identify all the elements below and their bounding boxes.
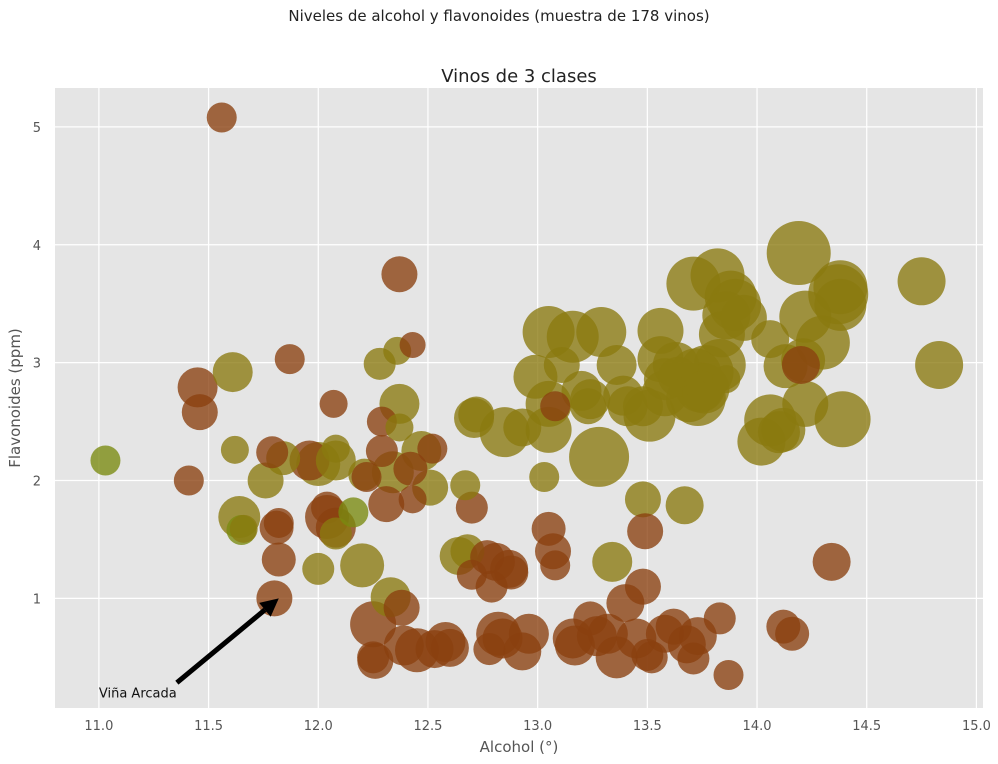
bubble-point [665,486,704,525]
bubble-point [781,345,820,384]
bubble-point [677,642,710,675]
bubble-point [385,413,414,442]
x-tick-label: 12.0 [304,719,333,734]
bubble-point [173,465,204,496]
x-tick-label: 12.5 [413,719,442,734]
bubble-point [321,434,350,463]
bubble-point [399,331,426,358]
bubble-point [206,102,237,133]
bubble-point [503,408,542,447]
annotation-arrow-head [259,598,279,617]
bubble-point [897,257,946,306]
bubble-point [417,433,448,464]
x-tick-label: 14.0 [743,719,772,734]
bubble-point [703,602,736,635]
bubble-point [751,320,790,359]
bubble-point [576,306,627,357]
bubble-point [814,391,871,448]
bubble-point [627,513,664,550]
bubble-point [220,435,249,464]
bubble-point [529,461,560,492]
bubble-point [573,601,608,636]
bubble-point [450,470,481,501]
bubble-point [655,608,692,645]
bubble-point [351,461,382,492]
bubble-point [256,436,289,469]
bubble-point [340,543,385,588]
bubble-point [624,481,661,518]
x-tick-label: 11.5 [194,719,223,734]
chart-title: Vinos de 3 clases [441,66,597,87]
x-tick-label: 13.5 [633,719,662,734]
bubble-point [90,445,121,476]
bubble-point [274,344,305,375]
bubble-point [757,411,800,454]
bubble-point [812,542,851,581]
x-tick-label: 14.5 [852,719,881,734]
y-tick-label: 4 [33,239,41,254]
y-axis-label: Flavonoides (ppm) [6,328,24,468]
bubble-point [622,386,663,427]
x-tick-label: 13.0 [523,719,552,734]
bubble-point [569,426,630,487]
bubble-point [624,568,661,605]
x-axis-label: Alcohol (°) [480,738,559,756]
x-tick-label: 15.0 [962,719,991,734]
bubble-point [458,396,495,433]
bubble-point [398,485,427,514]
bubble-point [635,641,668,674]
x-tick-label: 11.0 [84,719,113,734]
bubble-series [90,102,964,690]
bubble-point [637,307,684,354]
bubble-point [596,344,637,385]
bubble-point [181,394,218,431]
bubble-point [302,552,335,585]
figure-suptitle: Niveles de alcohol y flavonoides (muestr… [288,7,710,25]
y-tick-label: 3 [33,357,41,372]
bubble-point [570,388,607,425]
bubble-point [430,628,469,667]
bubble-point [915,340,964,389]
bubble-point [531,511,566,546]
bubble-point [814,278,867,331]
bubble-point [682,370,723,411]
bubble-point [311,491,344,524]
bubble-point [383,625,424,666]
bubble-point [261,542,296,577]
bubble-point [365,435,398,468]
bubble-point [543,346,580,383]
y-axis-ticks: 1 2 3 4 5 [33,121,41,607]
annotation-group: Viña Arcada [99,598,279,702]
bubble-point [713,659,744,690]
bubble-point [766,221,831,286]
bubble-point [473,633,506,666]
bubble-point [456,559,487,590]
bubble-point [319,517,352,550]
x-axis-ticks: 11.0 11.5 12.0 12.5 13.0 13.5 14.0 14.5 15.0 [84,719,990,734]
bubble-point [540,550,571,581]
bubble-point [212,352,253,393]
bubble-point [592,541,633,582]
y-tick-label: 2 [33,475,41,490]
bubble-point [368,486,405,523]
bubble-point [319,389,348,418]
bubble-point [357,641,390,674]
bubble-point [540,391,571,422]
bubble-point [712,365,741,394]
bubble-point [381,256,418,293]
annotation-arrow-line [175,607,267,685]
bubble-point [383,589,420,626]
bubble-point [338,497,369,528]
y-tick-label: 1 [33,592,41,607]
bubble-point [775,616,810,651]
bubble-point [263,507,294,538]
annotation-label: Viña Arcada [99,687,177,702]
bubble-point [393,451,428,486]
bubble-point [229,514,258,543]
bubble-point [503,632,542,671]
y-tick-label: 5 [33,121,41,136]
